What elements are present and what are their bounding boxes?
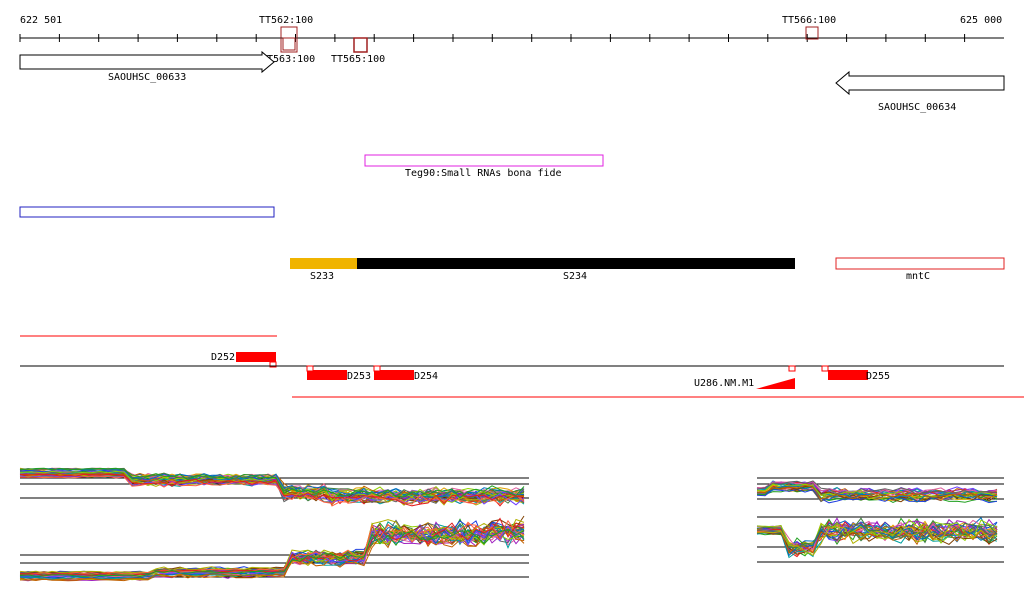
mntc-box[interactable] — [835, 257, 1005, 270]
expression-profile-line — [756, 484, 998, 500]
expression-profile-line — [756, 517, 998, 549]
expression-profile-line — [19, 470, 525, 503]
terminator-tt565-label: TT565:100 — [331, 54, 385, 65]
transcript-u286-ramp[interactable] — [756, 378, 795, 389]
transcript-d252-marker — [269, 361, 277, 368]
expression-profile-line — [19, 515, 525, 574]
expression-profile-line — [19, 522, 525, 576]
segment-s233-label: S233 — [310, 271, 334, 282]
gene-track: SAOUHSC_00633 SAOUHSC_00634 — [19, 50, 1005, 113]
terminator-tt566[interactable] — [805, 26, 819, 40]
expression-profile-line — [19, 527, 525, 581]
coordinate-ruler: 622 501 625 000 — [19, 15, 1004, 42]
expression-profile-line — [19, 467, 525, 499]
expression-panel-bottom-right — [756, 516, 1004, 563]
transcript-d255-label: D255 — [866, 371, 890, 382]
transcript-d255-bar[interactable] — [828, 370, 868, 380]
transcript-d255-marker — [821, 365, 829, 372]
transcript-d254-marker — [373, 365, 381, 372]
transcript-d254-bar[interactable] — [374, 370, 414, 380]
expression-profile-line — [19, 529, 525, 578]
transcript-d253-marker — [306, 365, 314, 372]
mntc-label: mntC — [906, 271, 930, 282]
transcript-d252-bar[interactable] — [236, 352, 276, 362]
gene-right-label: SAOUHSC_00634 — [878, 102, 956, 113]
segment-track: S233 S234 mntC — [290, 257, 1005, 282]
terminator-tt562-label: TT562:100 — [259, 15, 313, 26]
terminator-tt565[interactable] — [353, 37, 368, 53]
expression-profile-line — [19, 518, 525, 574]
expression-profile-line — [19, 519, 525, 575]
terminator-track: TT562:100 TT563:100 TT565:100 TT566:100 — [259, 15, 836, 65]
expression-profile-line — [19, 520, 525, 574]
gene-left-label: SAOUHSC_00633 — [108, 72, 186, 83]
terminator-tt566-label: TT566:100 — [782, 15, 836, 26]
expression-profile-line — [756, 480, 998, 496]
blue-feature-box[interactable] — [19, 206, 275, 218]
transcript-u286-marker — [788, 365, 796, 372]
terminator-tt562[interactable] — [280, 26, 298, 53]
transcript-d254-label: D254 — [414, 371, 438, 382]
transcript-u286-label: U286.NM.M1 — [694, 378, 754, 389]
expression-profile-line — [19, 473, 525, 507]
expression-panel-bottom-left — [19, 515, 529, 582]
expression-panel-top-left — [19, 467, 529, 507]
gene-left-arrow[interactable] — [19, 50, 275, 74]
expression-profile-line — [756, 487, 998, 503]
expression-profile-line — [757, 522, 998, 556]
transcript-track: D252 D253 D254 U286.NM.M1 D255 — [20, 335, 1024, 398]
expression-panel-top-right — [756, 477, 1004, 504]
terminator-tt563[interactable] — [282, 37, 296, 51]
segment-s233-bar[interactable] — [290, 258, 357, 269]
srna-teg90-box[interactable] — [364, 154, 604, 167]
expression-profile-line — [19, 517, 525, 577]
expression-profile-line — [756, 517, 998, 551]
transcript-d253-bar[interactable] — [307, 370, 347, 380]
segment-s234-bar[interactable] — [357, 258, 795, 269]
ruler-ticks — [19, 34, 966, 42]
ruler-start-label: 622 501 — [20, 15, 62, 26]
segment-s234-label: S234 — [563, 271, 587, 282]
transcript-d253-label: D253 — [347, 371, 371, 382]
expression-profile-line — [19, 474, 524, 506]
expression-profile-line — [756, 485, 998, 501]
expression-profile-line — [756, 525, 998, 559]
expression-profile-line — [757, 483, 998, 500]
expression-profile-line — [756, 518, 998, 550]
transcript-d252-label: D252 — [211, 352, 235, 363]
expression-profiles — [19, 467, 1004, 582]
gene-right-arrow[interactable] — [835, 70, 1005, 96]
srna-track: Teg90:Small RNAs bona fide — [364, 154, 604, 179]
expression-profile-line — [756, 521, 998, 548]
srna-teg90-label: Teg90:Small RNAs bona fide — [405, 168, 562, 179]
terminator-tt563-label: TT563:100 — [261, 54, 315, 65]
ruler-end-label: 625 000 — [960, 15, 1002, 26]
